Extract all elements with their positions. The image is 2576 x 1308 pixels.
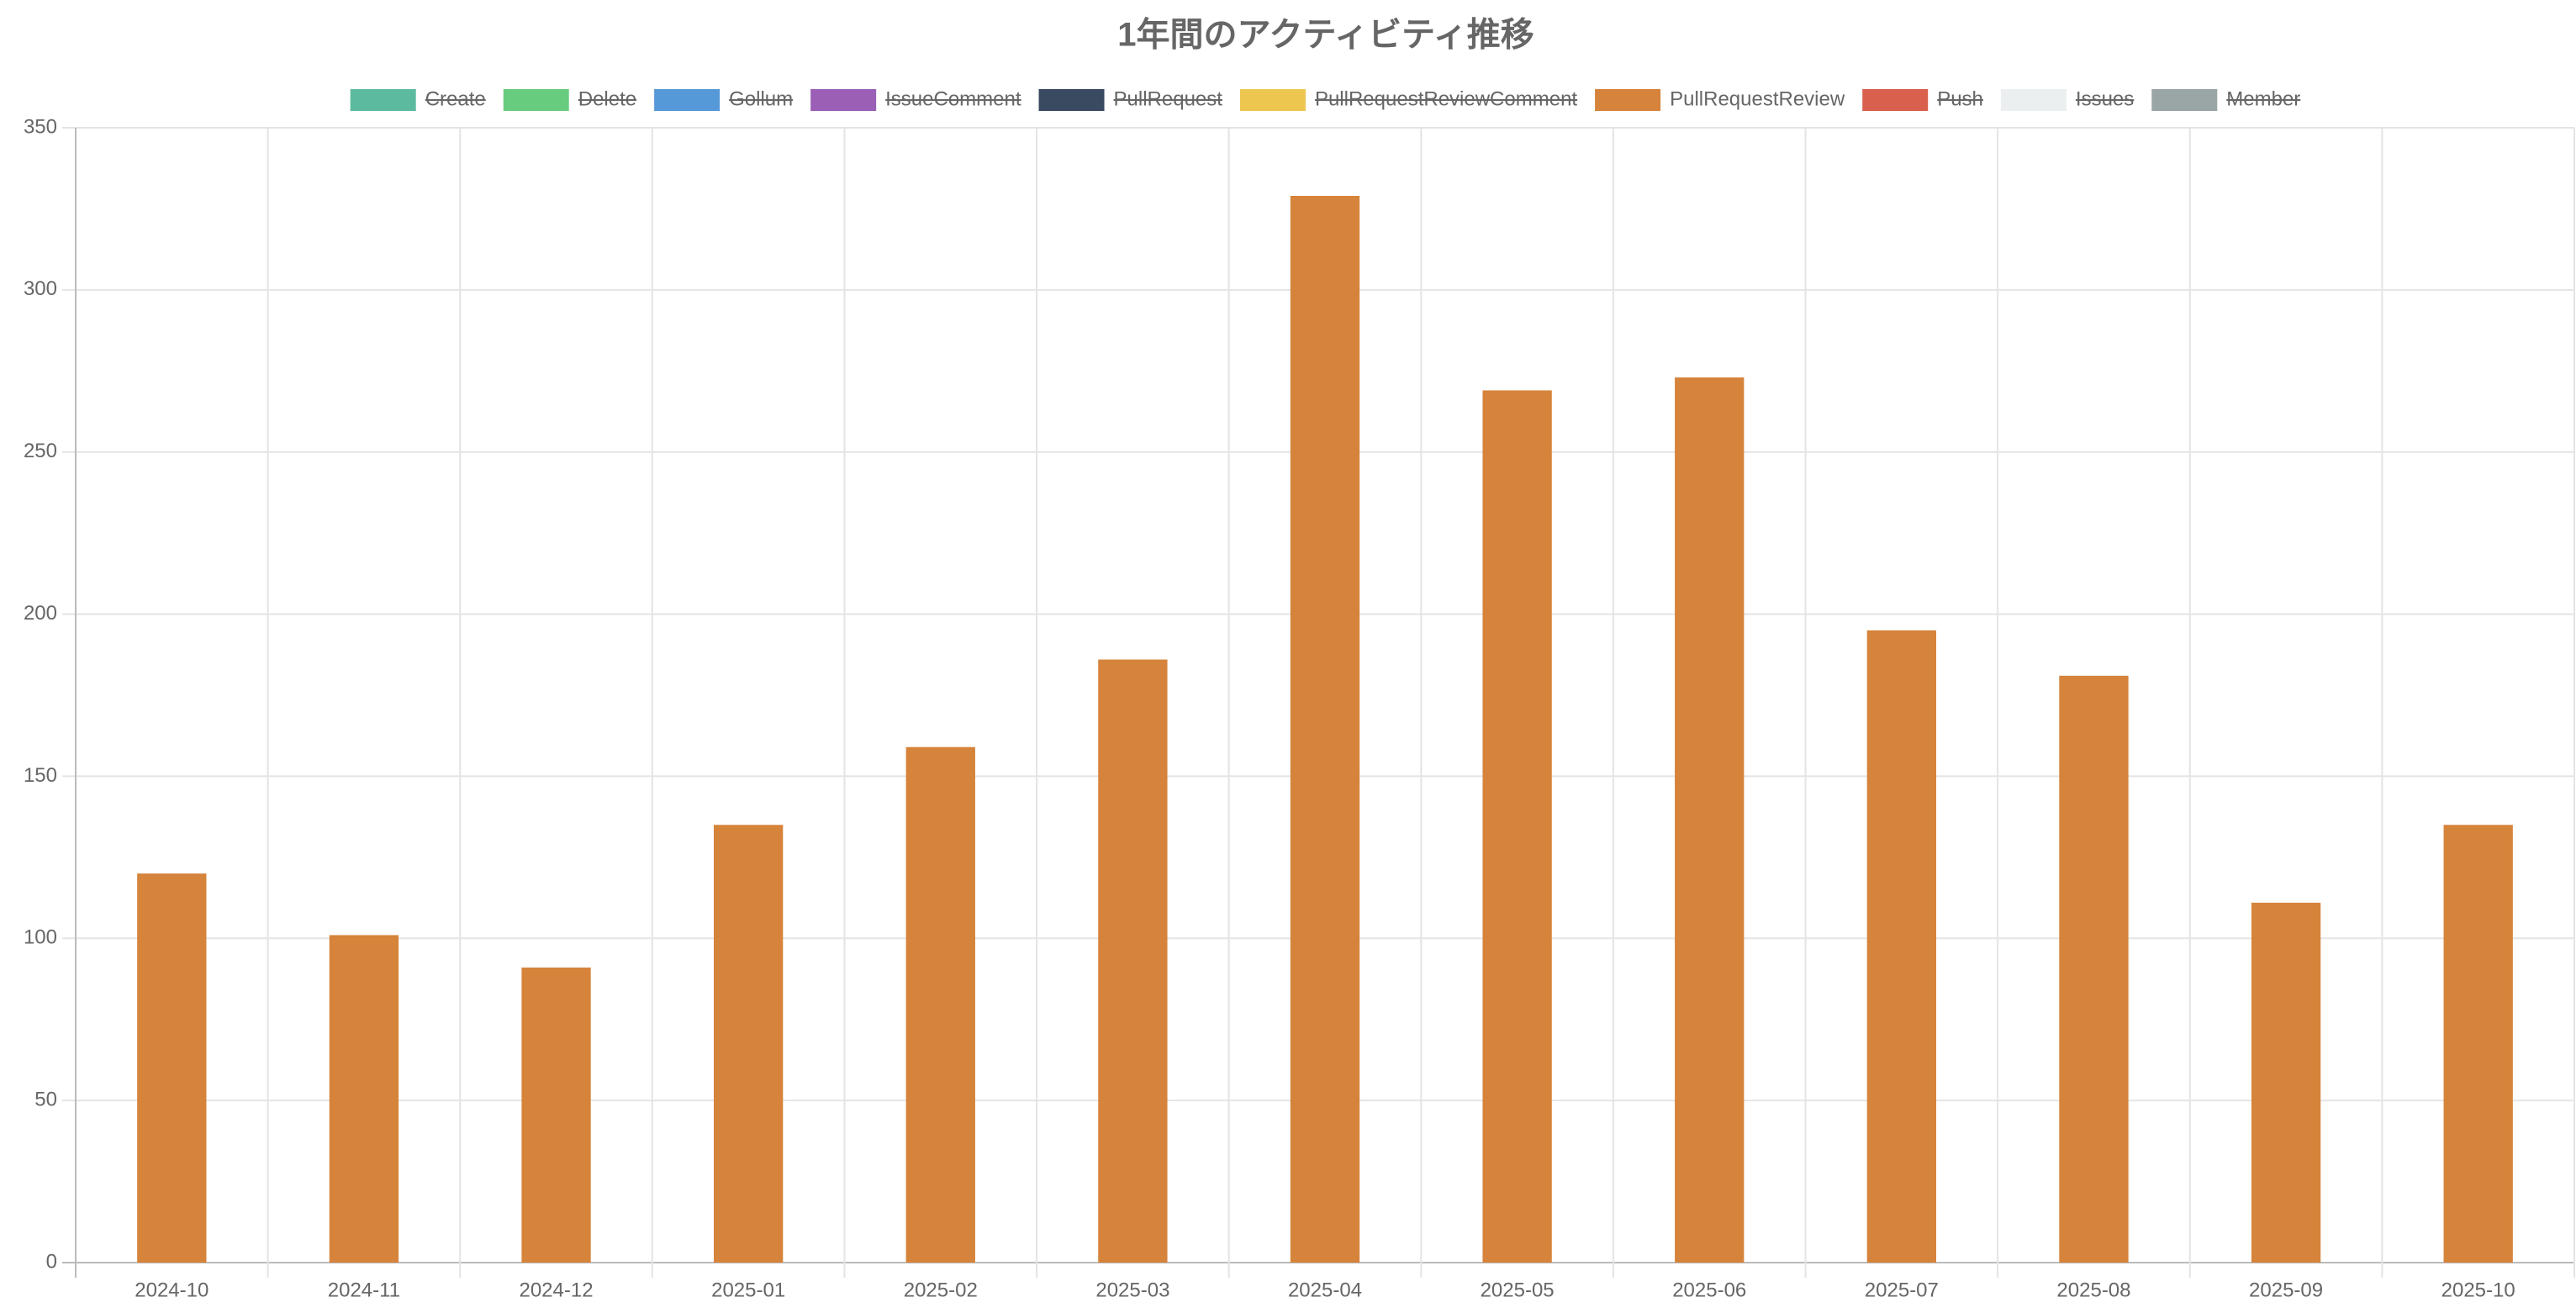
bar (1866, 630, 1936, 1263)
y-tick-label: 350 (24, 115, 57, 138)
bar (1098, 659, 1168, 1263)
legend-swatch (1998, 87, 2068, 113)
legend-label: Gollum (729, 87, 793, 110)
y-tick-label: 300 (24, 277, 57, 300)
x-tick-label: 2024-12 (519, 1279, 593, 1301)
legend-label: PullRequestReview (1670, 87, 1845, 110)
legend-item[interactable]: PullRequestReviewComment (1238, 87, 1577, 113)
bar (905, 746, 975, 1263)
legend-swatch (1861, 87, 1930, 113)
legend-swatch (2150, 87, 2220, 113)
x-tick-label: 2025-03 (1095, 1279, 1169, 1301)
legend-label: Push (1937, 87, 1983, 110)
bar (2443, 825, 2513, 1263)
y-tick-label: 100 (24, 926, 57, 949)
x-tick-label: 2025-06 (1672, 1279, 1746, 1301)
legend-label: Delete (578, 87, 636, 110)
legend-label: PullRequest (1114, 87, 1223, 110)
legend-label: IssueComment (885, 87, 1021, 110)
bar (2059, 675, 2129, 1263)
legend-item[interactable]: Push (1861, 87, 1983, 113)
chart-title: 1年間のアクティビティ推移 (1117, 17, 1533, 54)
legend-item[interactable]: IssueComment (809, 87, 1021, 113)
legend-swatch (348, 87, 418, 113)
legend-label: PullRequestReviewComment (1315, 87, 1577, 110)
legend-item[interactable]: Issues (1998, 87, 2135, 113)
bar (714, 825, 784, 1263)
x-tick-label: 2024-11 (328, 1279, 400, 1301)
x-tick-label: 2025-04 (1288, 1279, 1362, 1301)
bar (1482, 390, 1552, 1263)
legend-item[interactable]: Delete (501, 87, 637, 113)
legend-item[interactable]: PullRequest (1037, 87, 1223, 113)
y-tick-label: 50 (34, 1088, 57, 1110)
legend-swatch (501, 87, 571, 113)
legend-swatch (652, 87, 722, 113)
y-tick-label: 250 (24, 440, 57, 462)
x-tick-label: 2025-07 (1865, 1279, 1939, 1301)
legend-item[interactable]: Member (2150, 87, 2301, 113)
bar (2251, 902, 2321, 1263)
x-tick-label: 2025-09 (2249, 1279, 2323, 1301)
legend-item[interactable]: Create (348, 87, 486, 113)
bar (521, 968, 591, 1263)
x-tick-label: 2025-08 (2056, 1279, 2130, 1301)
legend-swatch (1037, 87, 1106, 113)
x-tick-label: 2025-10 (2441, 1279, 2515, 1301)
x-tick-label: 2024-10 (135, 1279, 209, 1301)
bar (1290, 196, 1360, 1263)
legend-label: Issues (2076, 87, 2134, 110)
legend-item[interactable]: PullRequestReview (1593, 87, 1845, 113)
y-tick-label: 150 (24, 764, 57, 787)
legend-label: Member (2226, 87, 2300, 110)
y-tick-label: 200 (24, 602, 57, 625)
bar (137, 873, 207, 1263)
bar (1675, 377, 1745, 1263)
x-tick-label: 2025-05 (1481, 1279, 1555, 1301)
x-tick-label: 2025-02 (904, 1279, 978, 1301)
legend-label: Create (425, 87, 486, 110)
y-tick-label: 0 (46, 1250, 57, 1273)
legend-swatch (1238, 87, 1307, 113)
legend-swatch (809, 87, 879, 113)
bar (329, 935, 399, 1263)
legend-swatch (1593, 87, 1663, 113)
legend: Create Delete Gollum IssueComment PullReques… (348, 87, 2301, 113)
legend-item[interactable]: Gollum (652, 87, 794, 113)
x-tick-label: 2025-01 (711, 1279, 785, 1301)
